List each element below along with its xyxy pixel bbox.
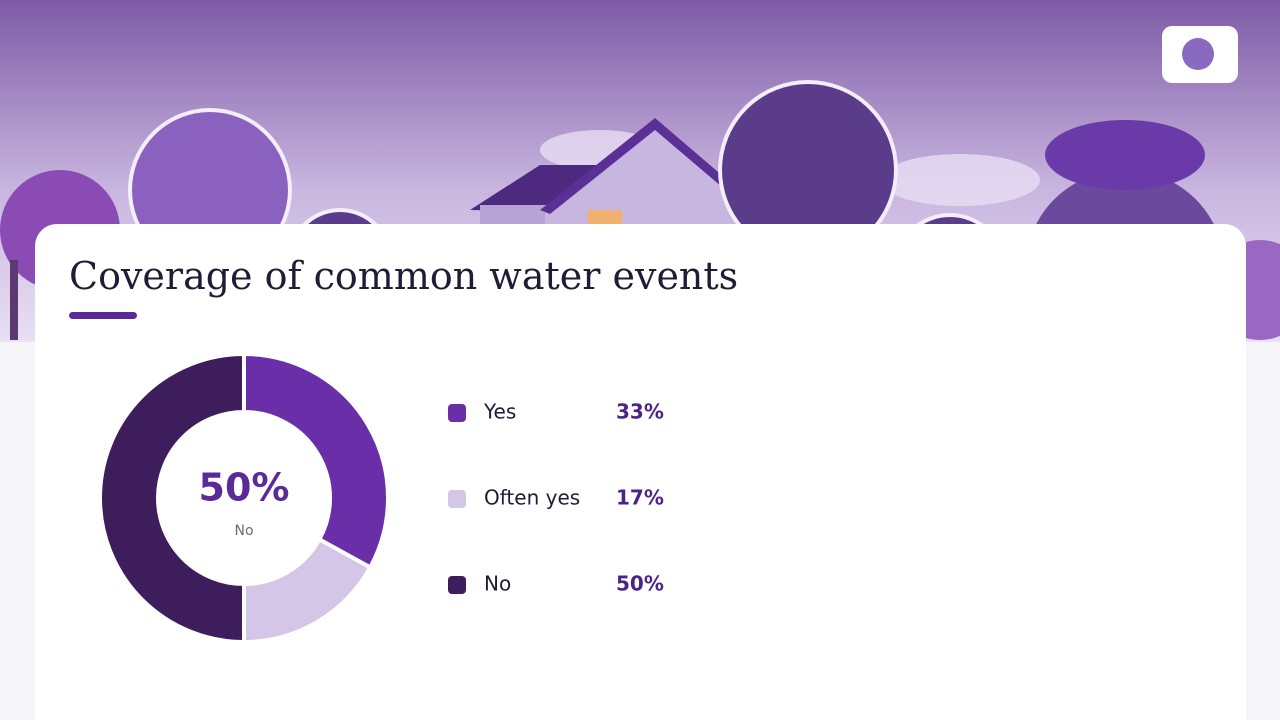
center-label: No: [234, 523, 253, 539]
donut-chart: 50% No: [98, 351, 390, 645]
legend-label: Yes: [483, 400, 516, 424]
title-underline: [69, 312, 137, 319]
chart-title: Coverage of common water events: [69, 254, 738, 298]
legend-label: No: [484, 572, 511, 596]
center-value: 50%: [199, 466, 290, 510]
legend-label: Often yes: [484, 486, 580, 510]
legend-value: 17%: [616, 486, 664, 510]
legend-value: 33%: [616, 400, 664, 424]
legend-value: 50%: [616, 572, 664, 596]
donut-segment: [98, 351, 246, 645]
legend-swatch: [448, 404, 466, 422]
legend-swatch: [448, 576, 466, 594]
legend-swatch: [448, 490, 466, 508]
legend: Yes 33% Often yes 17% No 50%: [448, 400, 664, 596]
donut-segment: [242, 351, 390, 571]
